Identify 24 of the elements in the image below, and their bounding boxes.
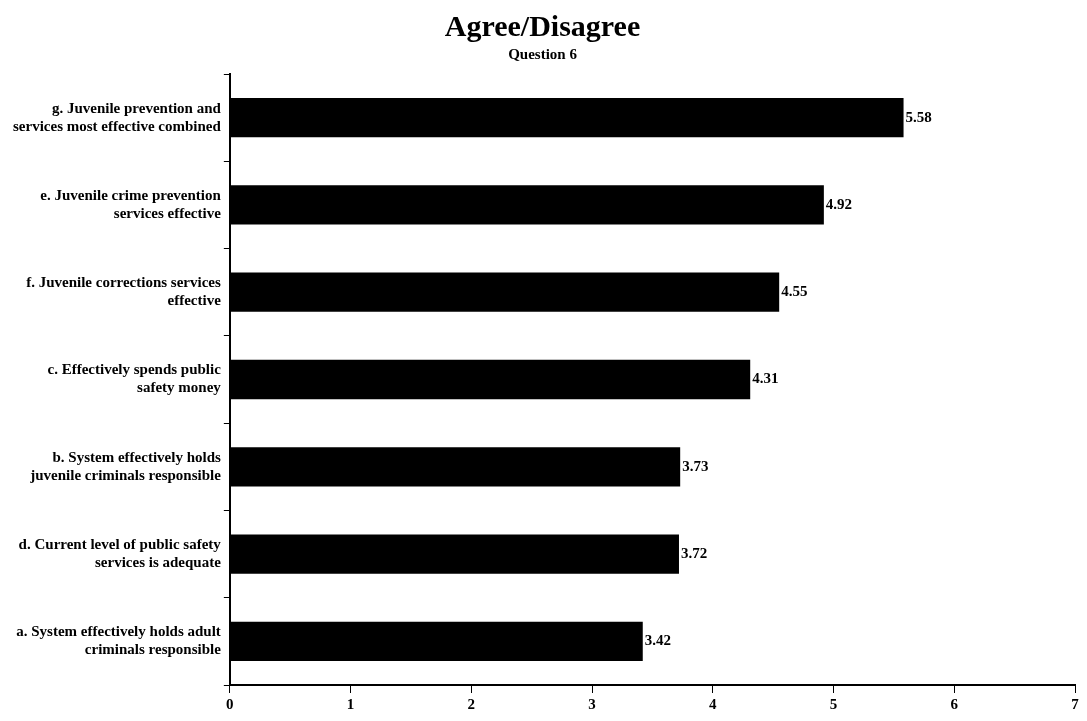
x-tick-label: 4 [709, 695, 718, 712]
x-tick-label: 6 [950, 695, 959, 712]
y-tick-label: c. Effectively spends public safety money [47, 361, 222, 396]
data-label: 5.58 [905, 108, 932, 125]
data-label: 3.42 [644, 632, 672, 649]
y-tick-label: e. Juvenile crime prevention services effective [40, 186, 222, 221]
chart-subtitle: Question 6 [508, 45, 578, 62]
data-label: 3.72 [680, 544, 708, 561]
x-tick-label: 5 [829, 695, 838, 712]
data-label: 3.73 [682, 457, 709, 474]
y-tick-label: f. Juvenile corrections services effective [26, 274, 222, 309]
y-tick-label: a. System effectively holds adult criminals responsible [16, 623, 222, 658]
x-tick-label: 7 [1071, 695, 1080, 712]
y-tick-label: g. Juvenile prevention and services most effective combined [13, 99, 222, 134]
x-tick-label: 0 [226, 695, 234, 712]
data-label: 4.92 [825, 195, 853, 212]
data-label: 4.31 [752, 370, 779, 387]
data-label: 4.55 [781, 283, 808, 300]
x-tick-label: 1 [346, 695, 355, 712]
chart-title: Agree/Disagree [444, 8, 641, 42]
y-tick-label: b. System effectively holds juvenile criminals responsible [29, 448, 222, 483]
x-tick-label: 3 [588, 695, 596, 712]
y-tick-label: d. Current level of public safety services is adequate [18, 535, 222, 570]
x-tick-label: 2 [467, 695, 476, 712]
